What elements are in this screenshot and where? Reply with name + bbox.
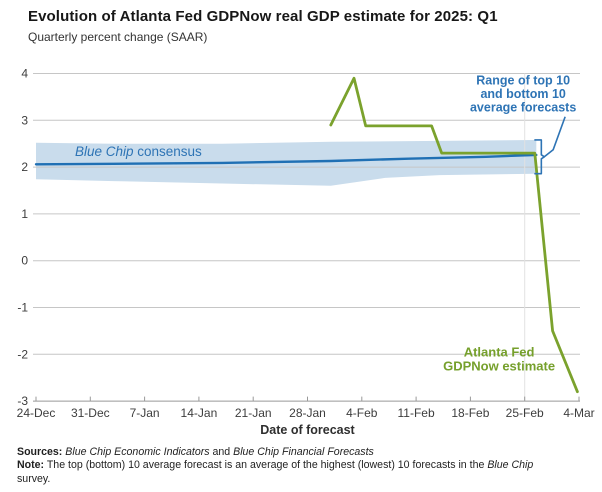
- footnote-segment: Note:: [17, 459, 45, 472]
- x-tick-label-18-Feb: 18-Feb: [451, 406, 489, 420]
- x-tick-label-25-Feb: 25-Feb: [506, 406, 544, 420]
- y-tick-label--1: -1: [17, 301, 28, 315]
- gdpnow-label-line-1: Atlanta Fed: [464, 345, 535, 360]
- gdpnow-estimate-line: [329, 76, 579, 394]
- x-tick-label-31-Dec: 31-Dec: [71, 406, 110, 420]
- chart-subtitle: Quarterly percent change (SAAR): [28, 30, 208, 44]
- x-tick-label-4-Mar: 4-Mar: [563, 406, 594, 420]
- note-line-2: survey.: [17, 473, 592, 486]
- footnote-segment: Sources:: [17, 446, 63, 458]
- footnote-segment: Blue Chip: [487, 459, 534, 472]
- x-tick-label-7-Jan: 7-Jan: [130, 406, 160, 420]
- y-tick-label-2: 2: [21, 160, 28, 174]
- x-tick-label-21-Jan: 21-Jan: [235, 406, 272, 420]
- footnote-segment: and: [209, 446, 234, 458]
- x-tick-label-28-Jan: 28-Jan: [289, 406, 326, 420]
- range-label-line-2: and bottom 10: [480, 87, 565, 101]
- y-tick-label-1: 1: [21, 207, 28, 221]
- sources-line: Sources: Blue Chip Economic Indicators a…: [17, 446, 592, 459]
- blue-chip-consensus-label: Blue Chip consensus: [75, 144, 202, 159]
- footnotes: Sources: Blue Chip Economic Indicators a…: [17, 446, 592, 486]
- blue-chip-consensus-line: [34, 153, 538, 166]
- footnote-segment: Blue Chip Financial Forecasts: [233, 446, 374, 458]
- footnote-segment: The top (bottom) 10 average forecast is …: [44, 459, 488, 472]
- y-tick-label--3: -3: [17, 394, 28, 408]
- y-tick-label--2: -2: [17, 347, 28, 361]
- x-tick-label-4-Feb: 4-Feb: [346, 406, 378, 420]
- x-tick-label-24-Dec: 24-Dec: [17, 406, 56, 420]
- range-label-line-1: Range of top 10: [476, 74, 570, 88]
- y-tick-label-0: 0: [21, 254, 28, 268]
- x-axis-title: Date of forecast: [260, 423, 355, 437]
- footnote-segment: Blue Chip Economic Indicators: [65, 446, 210, 458]
- y-tick-label-4: 4: [21, 67, 28, 81]
- chart-title: Evolution of Atlanta Fed GDPNow real GDP…: [28, 8, 498, 25]
- gdpnow-label-line-2: GDPNow estimate: [443, 359, 555, 374]
- x-tick-label-11-Feb: 11-Feb: [398, 406, 435, 420]
- x-tick-label-14-Jan: 14-Jan: [181, 406, 218, 420]
- y-tick-label-3: 3: [21, 113, 28, 127]
- footnote-segment: survey.: [17, 472, 51, 485]
- range-pointer-line: [543, 116, 566, 158]
- range-label-line-3: average forecasts: [470, 101, 576, 115]
- note-line-1: Note: The top (bottom) 10 average foreca…: [17, 459, 592, 472]
